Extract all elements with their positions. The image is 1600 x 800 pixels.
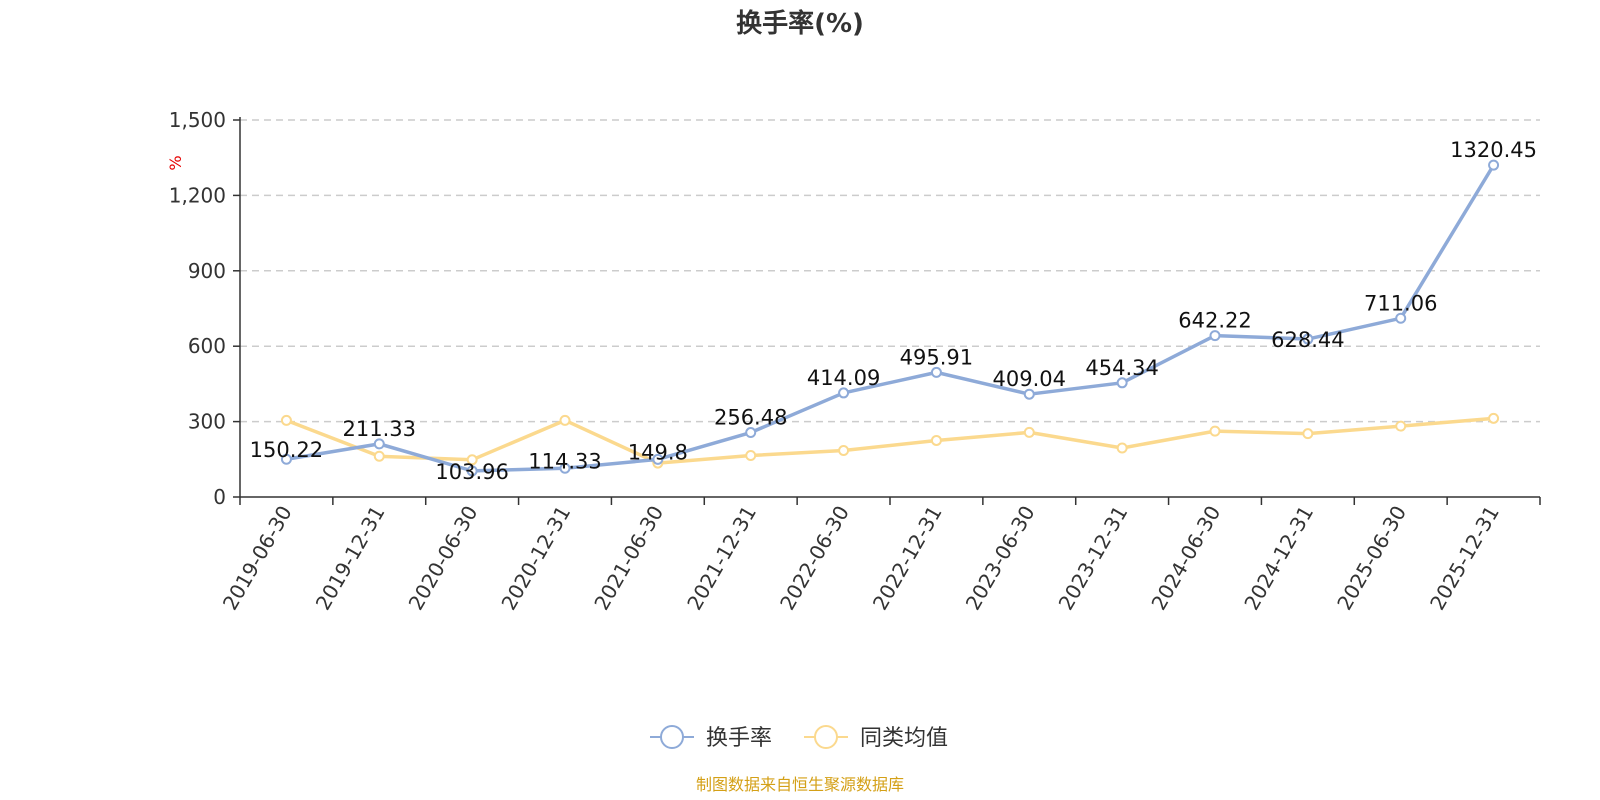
data-point [373,450,385,462]
data-point [745,427,757,439]
x-tick-label: 2021-12-31 [682,502,761,615]
x-tick-label: 2022-06-30 [775,502,854,615]
data-label: 256.48 [714,406,787,430]
data-label: 711.06 [1364,291,1437,315]
data-label: 150.22 [250,438,323,462]
data-label: 1320.45 [1450,138,1537,162]
data-point [466,465,478,477]
grid-lines [233,119,1540,498]
data-point [373,438,385,450]
data-point [838,445,850,457]
series-line [286,164,1496,473]
data-point [1116,377,1128,389]
data-point [1395,312,1407,324]
data-label: 642.22 [1178,309,1251,333]
data-label: 114.33 [528,449,601,473]
data-labels: 150.22 211.33 103.96 114.33 149.8 256.48 414.0… [250,138,1537,484]
data-label: 414.09 [807,366,880,390]
data-point [930,434,942,446]
series-line [285,416,1494,465]
legend-label: 同类均值 [860,726,948,751]
x-tick-label: 2024-12-31 [1239,502,1318,615]
data-label: 149.8 [628,440,688,464]
data-label: 454.34 [1085,356,1158,380]
legend-marker [814,725,838,749]
x-tick-labels: 2019-06-30 2019-12-31 2020-06-30 2020-12-31… [218,501,1504,614]
data-label: 211.33 [343,417,416,441]
data-point [1023,426,1035,438]
data-point [559,462,571,474]
y-tick-label: 600 [188,334,226,358]
y-tick-label: 300 [188,410,226,434]
data-point [1488,159,1500,171]
data-point [1302,333,1314,345]
legend[interactable]: 换手率 同类均值 [650,725,948,751]
x-tick-label: 2019-06-30 [218,502,297,615]
data-point [1302,428,1314,440]
data-label: 103.96 [435,460,508,484]
x-tick-label: 2019-12-31 [311,502,390,615]
data-point [1023,388,1035,400]
data-point [1488,412,1500,424]
y-tick-labels: 0 300 600 900 1,200 1,500 [169,108,226,509]
axes [239,117,1541,505]
legend-label: 换手率 [706,726,772,751]
legend-marker [660,725,684,749]
data-point [280,453,292,465]
y-tick-label: 900 [188,259,226,283]
data-point [930,366,942,378]
data-point [1209,330,1221,342]
y-tick-label: 0 [213,485,226,509]
x-tick-label: 2025-12-31 [1425,502,1504,615]
y-tick-label: 1,200 [169,183,226,207]
x-tick-label: 2020-06-30 [404,501,483,614]
data-point [1209,425,1221,437]
data-point [559,414,571,426]
series-layer [280,159,1500,477]
data-label: 495.91 [900,345,973,369]
x-tick-label: 2024-06-30 [1146,502,1225,615]
data-source-note: 制图数据来自恒生聚源数据库 [696,775,904,794]
data-point [466,454,478,466]
x-tick-label: 2023-12-31 [1054,502,1133,615]
data-point [1116,442,1128,454]
data-label: 628.44 [1271,328,1344,352]
data-point [652,453,664,465]
data-point [838,387,850,399]
data-label: 409.04 [993,367,1066,391]
data-point [745,450,757,462]
data-point [1395,420,1407,432]
x-tick-label: 2021-06-30 [589,502,668,615]
y-tick-label: 1,500 [169,108,226,132]
x-tick-label: 2025-06-30 [1332,502,1411,615]
y-axis-unit: % [166,155,185,170]
x-tick-label: 2022-12-31 [868,502,947,615]
chart-title: 换手率(%) [736,8,864,39]
data-point [280,414,292,426]
x-tick-label: 2020-12-31 [496,502,575,615]
x-tick-label: 2023-06-30 [961,502,1040,615]
